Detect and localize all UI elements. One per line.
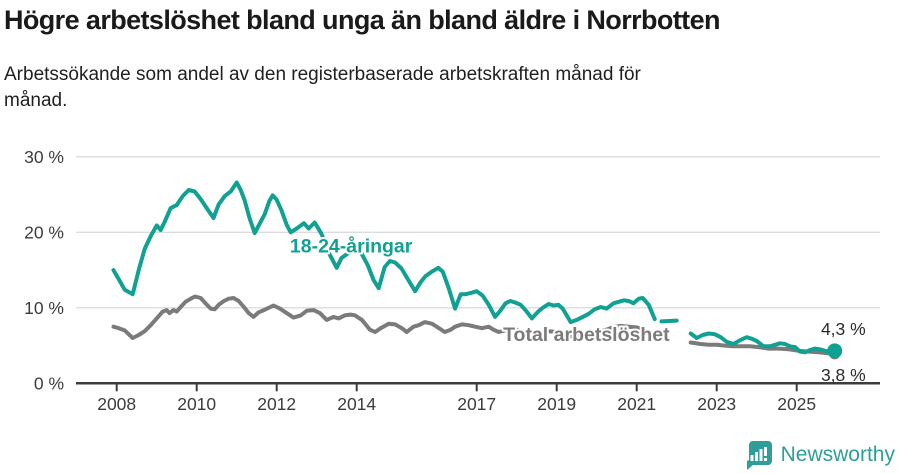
x-axis-tick-label: 2008 xyxy=(97,394,136,414)
series-line-total-arbetslöshet xyxy=(688,340,837,356)
exclamation-bar xyxy=(763,447,767,456)
y-axis-tick-label: 10 % xyxy=(24,298,64,318)
x-axis-tick-label: 2012 xyxy=(257,394,296,414)
bar-1 xyxy=(750,455,754,461)
brand-name: Newsworthy xyxy=(780,442,895,466)
newsworthy-brand: Newsworthy xyxy=(743,439,895,470)
x-axis-tick-label: 2010 xyxy=(177,394,216,414)
exclamation-dot xyxy=(763,458,767,461)
series-label: 18-24-åringar xyxy=(290,235,413,258)
chart-title: Högre arbetslöshet bland unga än bland ä… xyxy=(4,5,720,35)
speech-bubble-bar-chart-icon xyxy=(746,441,772,470)
x-axis-tick-label: 2019 xyxy=(537,394,576,414)
x-axis-tick-label: 2017 xyxy=(457,394,496,414)
bar-3 xyxy=(759,449,763,461)
x-axis-tick-label: 2014 xyxy=(337,394,376,414)
series-line-18-24-åringar xyxy=(688,331,837,355)
series-line-18-24-åringar xyxy=(659,318,679,324)
end-value-label: 3,8 % xyxy=(821,365,866,385)
x-axis-tick-label: 2021 xyxy=(617,394,656,414)
y-axis-tick-label: 30 % xyxy=(24,147,64,167)
series-line-total-arbetslöshet xyxy=(111,294,656,340)
chart-subtitle: Arbetssökande som andel av den registerb… xyxy=(4,62,864,114)
y-axis-tick-label: 0 % xyxy=(34,373,64,393)
y-axis-tick-label: 20 % xyxy=(24,222,64,242)
chart-subtitle-line-2: månad. xyxy=(4,90,68,111)
x-axis-tick-label: 2025 xyxy=(777,394,816,414)
end-value-label: 4,3 % xyxy=(821,319,866,339)
chart-subtitle-line-1: Arbetssökande som andel av den registerb… xyxy=(4,64,641,85)
series-line-18-24-åringar xyxy=(111,180,657,325)
end-dot xyxy=(827,343,843,359)
x-axis-tick-label: 2023 xyxy=(697,394,736,414)
series-label: Total arbetslöshet xyxy=(503,324,670,346)
bar-2 xyxy=(754,452,758,461)
